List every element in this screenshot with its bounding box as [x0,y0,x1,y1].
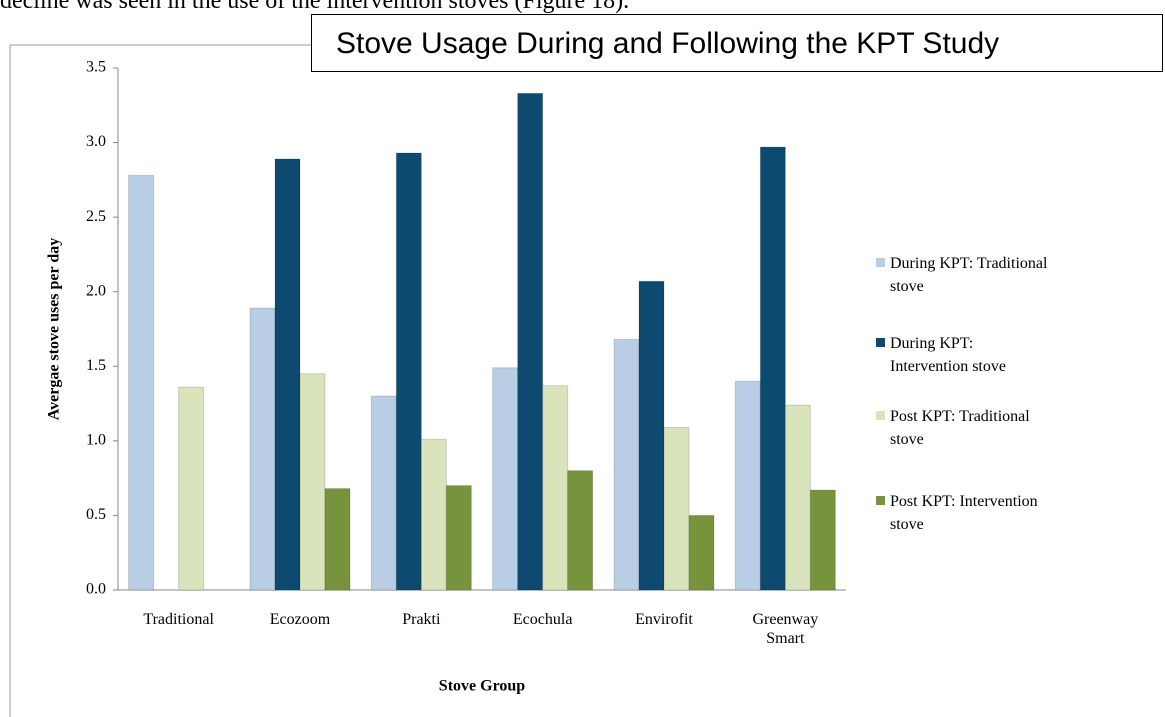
bar [784,404,811,591]
bar [178,386,205,591]
x-tick-label: Envirofit [635,611,693,628]
bar [274,158,301,591]
legend-swatch [876,338,885,347]
bar [688,514,715,591]
document-text: decline was seen in the use of the inter… [0,0,630,14]
bar [249,307,276,591]
y-tick-label: 1.5 [86,357,106,374]
x-axis-title: Stove Group [439,678,525,695]
legend-entry: During KPT: Intervention stove [876,332,1050,378]
bar [128,174,155,591]
legend-swatch [876,258,885,267]
legend-swatch [876,411,885,420]
bar [663,426,690,591]
bar [299,373,326,591]
y-tick-label: 2.5 [86,208,106,225]
x-tick-label: Ecozoom [269,611,331,628]
legend-entry: During KPT: Traditional stove [876,252,1050,298]
bar [370,395,397,591]
bar [613,338,640,591]
x-tick-label: Prakti [402,611,441,628]
x-tick-label: Ecochula [512,611,573,628]
y-axis-title: Avergae stove uses per day [46,238,63,421]
y-tick-label: 1.0 [86,432,106,449]
chart-title: Stove Usage During and Following the KPT… [311,14,1163,72]
x-tick-label: Greenway Smart [752,611,819,647]
y-tick-label: 2.0 [86,282,106,299]
bar [542,385,569,591]
bar [638,280,665,591]
y-tick-label: 3.5 [86,59,106,76]
bar [420,438,447,591]
bar [395,152,422,591]
bar [492,367,519,591]
legend-swatch [876,496,885,505]
y-tick-label: 0.5 [86,506,106,523]
legend-entry: Post KPT: Traditional stove [876,405,1050,451]
bar [734,380,761,591]
legend-entry: Post KPT: Intervention stove [876,490,1050,536]
y-tick-label: 0.0 [86,581,106,598]
x-tick-label: Traditional [143,611,214,628]
bar [809,489,836,591]
bar [324,488,351,591]
bar [567,470,594,591]
bar [517,92,544,591]
y-tick-label: 3.0 [86,133,106,150]
bar [445,485,472,591]
bar [759,146,786,591]
